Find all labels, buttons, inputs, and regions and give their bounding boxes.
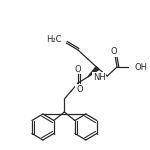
Text: O: O [76, 84, 83, 93]
Text: H₂C: H₂C [46, 34, 62, 43]
Text: O: O [111, 48, 117, 57]
Text: O: O [75, 64, 81, 74]
Text: OH: OH [135, 63, 148, 72]
Polygon shape [88, 66, 99, 77]
Text: NH: NH [93, 72, 105, 81]
